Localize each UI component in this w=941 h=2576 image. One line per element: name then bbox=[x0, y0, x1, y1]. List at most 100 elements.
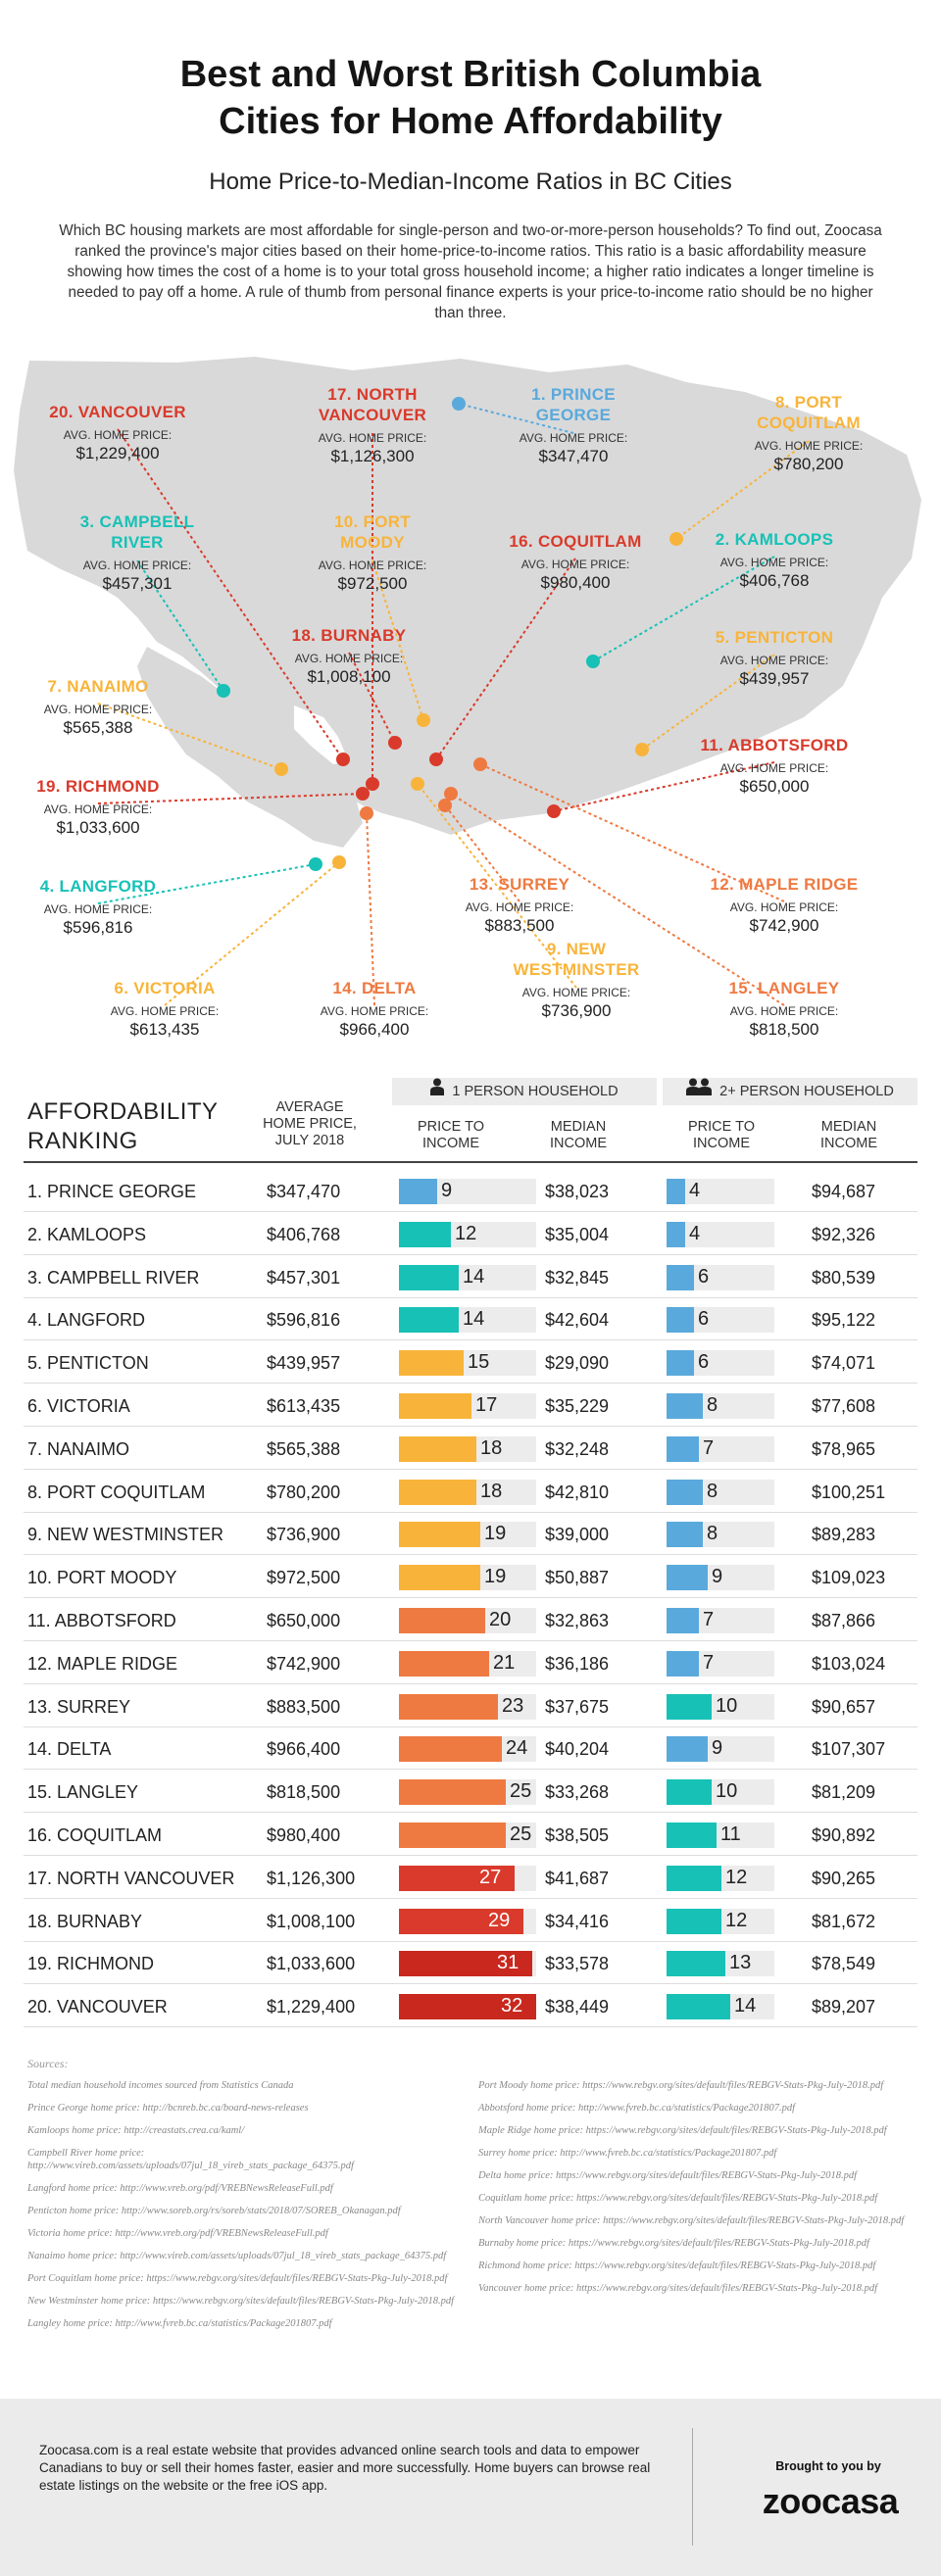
pti-bar-1p: 25 bbox=[399, 1823, 531, 1848]
median-income-2p: $90,892 bbox=[812, 1825, 876, 1845]
median-income-2p: $92,326 bbox=[812, 1224, 876, 1244]
median-income-1p: $41,687 bbox=[545, 1868, 610, 1888]
median-income-2p: $107,307 bbox=[812, 1739, 886, 1760]
rank-name: 8. PORT COQUITLAM bbox=[27, 1482, 206, 1502]
avg-price-label: AVG. HOME PRICE: bbox=[729, 1004, 839, 1018]
pti-value-1p: 19 bbox=[484, 1523, 507, 1545]
source-item: Maple Ridge home price: https://www.rebg… bbox=[478, 2125, 887, 2136]
pti-value-2p: 7 bbox=[703, 1436, 715, 1459]
median-income-1p: $32,248 bbox=[545, 1438, 610, 1459]
avg-home-price: $1,126,300 bbox=[267, 1868, 356, 1888]
pti-bar-2p: 12 bbox=[667, 1908, 747, 1934]
pti-value-1p: 18 bbox=[480, 1480, 503, 1502]
leader-line bbox=[366, 812, 375, 1006]
city-name: 19. RICHMOND bbox=[36, 777, 160, 796]
map-leader-lines bbox=[97, 397, 810, 1006]
avg-price-value: $1,229,400 bbox=[75, 444, 160, 462]
avg-home-price: $1,008,100 bbox=[267, 1911, 356, 1931]
pti-value-1p: 18 bbox=[480, 1436, 503, 1459]
avg-price-value: $1,033,600 bbox=[56, 818, 140, 837]
avg-home-price: $742,900 bbox=[267, 1653, 341, 1674]
pti-bar-2p: 9 bbox=[667, 1565, 722, 1591]
pti-bar-2p: 7 bbox=[667, 1435, 714, 1462]
pti-value-1p: 17 bbox=[475, 1394, 498, 1416]
avg-price-label: AVG. HOME PRICE: bbox=[318, 559, 427, 572]
city-label: 8. PORT COQUITLAM AVG. HOME PRICE: $780,20… bbox=[711, 392, 907, 474]
pti-value-1p: 20 bbox=[489, 1609, 512, 1630]
source-item: Total median household incomes sourced f… bbox=[27, 2080, 294, 2091]
avg-home-price: $972,500 bbox=[267, 1568, 341, 1588]
city-label: 4. LANGFORD AVG. HOME PRICE: $596,816 bbox=[0, 876, 196, 938]
pti-value-2p: 10 bbox=[716, 1694, 738, 1717]
rank-name: 19. RICHMOND bbox=[27, 1954, 155, 1974]
avg-home-price: $1,229,400 bbox=[267, 1997, 356, 2017]
rank-name: 18. BURNABY bbox=[27, 1911, 143, 1931]
pti-value-1p: 24 bbox=[506, 1737, 528, 1760]
avg-price-label: AVG. HOME PRICE: bbox=[63, 428, 173, 442]
city-name: 15. LANGLEY bbox=[728, 979, 840, 997]
sources-section: Sources: Total median household incomes … bbox=[27, 2058, 914, 2381]
city-dot bbox=[411, 777, 424, 791]
source-item: Nanaimo home price: http://www.vireb.com… bbox=[27, 2251, 447, 2261]
source-item: Langford home price: http://www.vreb.org… bbox=[27, 2183, 333, 2194]
pti-bar-2p: 12 bbox=[667, 1865, 747, 1891]
pti-bar-1p: 31 bbox=[399, 1951, 532, 1977]
median-income-2p: $74,071 bbox=[812, 1353, 876, 1374]
pti-bar-2p: 8 bbox=[667, 1393, 718, 1419]
city-dot bbox=[336, 753, 350, 766]
avg-price-value: $742,900 bbox=[749, 916, 819, 935]
pti-bar-2p: 7 bbox=[667, 1608, 714, 1633]
leader-line bbox=[164, 861, 340, 1006]
table-row: 14. DELTA $966,400 24 $40,204 9 $107,307 bbox=[24, 1728, 917, 1771]
source-item: Vancouver home price: https://www.rebgv.… bbox=[478, 2283, 878, 2294]
pti-bar-2p: 8 bbox=[667, 1522, 718, 1548]
pti-header-2: PRICE TO INCOME bbox=[688, 1119, 755, 1151]
median-income-1p: $38,505 bbox=[545, 1825, 610, 1845]
pti-bar-1p: 25 bbox=[399, 1779, 531, 1806]
avg-home-price: $818,500 bbox=[267, 1782, 341, 1803]
sources-right-column: Port Moody home price: https://www.rebgv… bbox=[478, 2079, 910, 2305]
avg-price-value: $966,400 bbox=[339, 1020, 410, 1039]
median-income-2p: $78,549 bbox=[812, 1954, 876, 1974]
avg-price-label: AVG. HOME PRICE: bbox=[521, 986, 631, 999]
pti-value-1p: 19 bbox=[484, 1566, 507, 1588]
city-dot bbox=[360, 806, 373, 820]
table-row: 8. PORT COQUITLAM $780,200 18 $42,810 8 $100,… bbox=[24, 1472, 917, 1513]
table-row: 2. KAMLOOPS $406,768 12 $35,004 4 $92,326 bbox=[24, 1214, 917, 1255]
leader-line bbox=[675, 440, 810, 540]
source-item: Kamloops home price: http://creastats.cr… bbox=[27, 2125, 245, 2136]
rank-name: 11. ABBOTSFORD bbox=[27, 1611, 176, 1630]
avg-price-label: AVG. HOME PRICE: bbox=[729, 900, 839, 914]
footer-divider bbox=[692, 2428, 693, 2546]
avg-home-price: $613,435 bbox=[267, 1396, 341, 1416]
pti-bar-1p: 14 bbox=[399, 1264, 484, 1290]
city-dot bbox=[217, 684, 230, 698]
pti-bar-1p: 19 bbox=[399, 1522, 506, 1548]
rank-name: 4. LANGFORD bbox=[27, 1310, 146, 1331]
pti-bar-1p: 27 bbox=[399, 1865, 515, 1891]
city-name: 4. LANGFORD bbox=[39, 877, 157, 896]
pti-bar-1p: 15 bbox=[399, 1350, 489, 1377]
city-dot bbox=[417, 713, 430, 727]
median-income-1p: $32,863 bbox=[545, 1611, 610, 1630]
median-income-1p: $35,229 bbox=[545, 1396, 610, 1416]
pti-bar-1p: 24 bbox=[399, 1736, 527, 1763]
rank-name: 6. VICTORIA bbox=[27, 1396, 130, 1416]
city-name: 13. SURREY bbox=[469, 875, 570, 894]
avg-price-value: $596,816 bbox=[63, 918, 133, 937]
city-label: 2. KAMLOOPS AVG. HOME PRICE: $406,768 bbox=[676, 529, 872, 591]
leader-line bbox=[450, 793, 785, 1006]
pti-bar-2p: 6 bbox=[667, 1350, 709, 1377]
median-income-1p: $38,449 bbox=[545, 1997, 610, 2017]
source-item: Campbell River home price: http://www.vi… bbox=[27, 2148, 354, 2171]
leader-line bbox=[97, 863, 317, 904]
rank-name: 7. NANAIMO bbox=[27, 1438, 130, 1459]
median-income-2p: $89,207 bbox=[812, 1997, 876, 2017]
city-label: 6. VICTORIA AVG. HOME PRICE: $613,435 bbox=[67, 978, 263, 1040]
pti-value-1p: 15 bbox=[468, 1351, 490, 1374]
median-income-1p: $39,000 bbox=[545, 1525, 610, 1545]
city-dot bbox=[444, 787, 458, 801]
pti-bar-2p: 14 bbox=[667, 1994, 756, 2020]
pti-value-2p: 10 bbox=[716, 1780, 738, 1803]
pti-value-2p: 9 bbox=[712, 1737, 723, 1760]
